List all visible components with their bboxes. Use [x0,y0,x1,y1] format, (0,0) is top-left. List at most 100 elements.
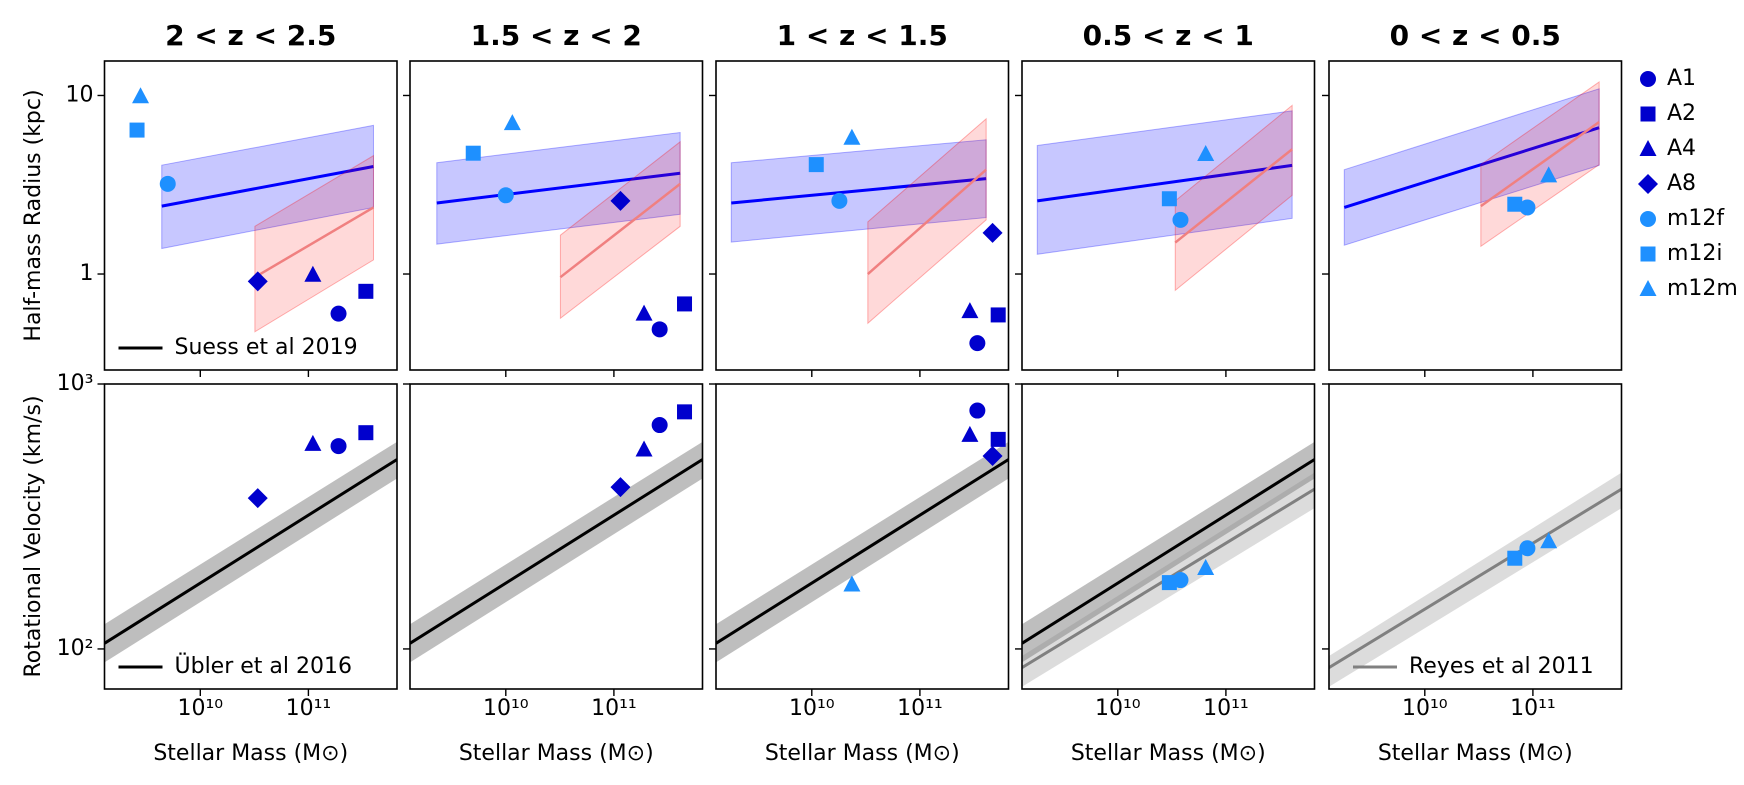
panel-frame [103,383,398,690]
x-tick-label: 10¹⁰ [1402,696,1448,721]
y-tick-label: 10 [66,82,94,107]
fit-line [559,182,681,279]
marker [990,307,1006,323]
plot-area [1329,472,1622,687]
legend-label: m12f [1667,206,1725,231]
plot-area [436,114,693,338]
marker [330,305,347,322]
marker [1640,246,1656,262]
panel-frame [715,383,1010,690]
marker [677,404,693,420]
x-axis-label: Stellar Mass (M⊙) [459,741,654,766]
y-tick-label: 10³ [57,371,94,396]
marker [465,145,481,161]
marker [1540,166,1558,183]
marker [1507,550,1523,566]
fit-line [1480,121,1600,208]
plot-area [716,402,1009,663]
panel-frame [1021,60,1316,371]
legend-label: A2 [1667,101,1696,126]
legend-label: A4 [1667,136,1696,161]
panel-frame [409,60,704,371]
panel-title: 1.5 < z < 2 [471,19,642,52]
marker [1519,199,1536,216]
marker [635,304,653,321]
marker [982,445,1003,466]
marker [1172,211,1189,228]
x-tick-label: 10¹¹ [591,696,637,721]
fit-line [1174,148,1293,244]
marker [610,190,631,211]
x-axis-label: Stellar Mass (M⊙) [153,741,348,766]
marker [503,114,521,131]
legend-label: Suess et al 2019 [175,335,358,360]
panel-frame [1328,383,1623,690]
panel-frame [103,60,398,371]
x-tick-label: 10¹¹ [1510,696,1556,721]
plot-area [129,87,375,333]
fit-line [410,458,703,645]
legend-label: A1 [1667,66,1696,91]
y-tick-label: 10² [57,636,94,661]
marker [159,175,176,192]
x-axis-label: Stellar Mass (M⊙) [765,741,960,766]
x-axis-label: Stellar Mass (M⊙) [1378,741,1573,766]
panel-frame [1328,60,1623,371]
fit-line [731,177,987,205]
marker [651,417,668,434]
marker [808,157,824,173]
marker [1161,191,1177,207]
plot-area [1343,81,1600,248]
legend-label: m12i [1667,241,1723,266]
marker [247,488,268,509]
panel-title: 0.5 < z < 1 [1083,19,1254,52]
marker [129,122,145,138]
marker [1640,106,1656,122]
marker [677,296,693,312]
marker [304,265,322,282]
legend-label: m12m [1667,276,1738,301]
panel-frame [715,60,1010,371]
y-tick-label: 1 [80,261,94,286]
x-tick-label: 10¹⁰ [483,696,529,721]
marker [843,128,861,145]
x-axis-label: Stellar Mass (M⊙) [1071,741,1266,766]
plot-area [730,117,1006,352]
marker [843,575,861,592]
x-tick-label: 10¹⁰ [177,696,223,721]
x-tick-label: 10¹¹ [897,696,943,721]
fit-line [867,168,987,275]
marker [132,87,150,104]
y-axis-label: Rotational Velocity (km/s) [21,395,46,677]
legend-label: A8 [1667,171,1696,196]
marker [1519,540,1536,557]
marker [247,271,268,292]
fit-line [254,206,375,279]
panel-frame [409,383,704,690]
marker [358,425,374,441]
fit-line [1037,163,1293,203]
fit-line [1329,487,1622,669]
marker [497,187,514,204]
panel-frame [1021,383,1316,690]
fit-band [1174,104,1293,292]
marker [1640,211,1656,227]
panel-title: 0 < z < 0.5 [1390,19,1561,52]
marker [969,335,986,352]
y-axis-label: Half-mass Radius (kpc) [21,89,46,341]
plot-area [1036,104,1293,292]
fit-line [1343,126,1600,209]
marker [961,302,979,319]
fit-line [1022,458,1315,645]
marker [1638,174,1658,194]
marker [635,440,653,457]
marker [610,477,631,498]
panel-title: 2 < z < 2.5 [165,19,336,52]
marker [304,434,322,451]
marker [990,431,1006,447]
marker [358,283,374,299]
fit-line [104,458,397,645]
marker [1197,145,1215,162]
marker [961,425,979,442]
